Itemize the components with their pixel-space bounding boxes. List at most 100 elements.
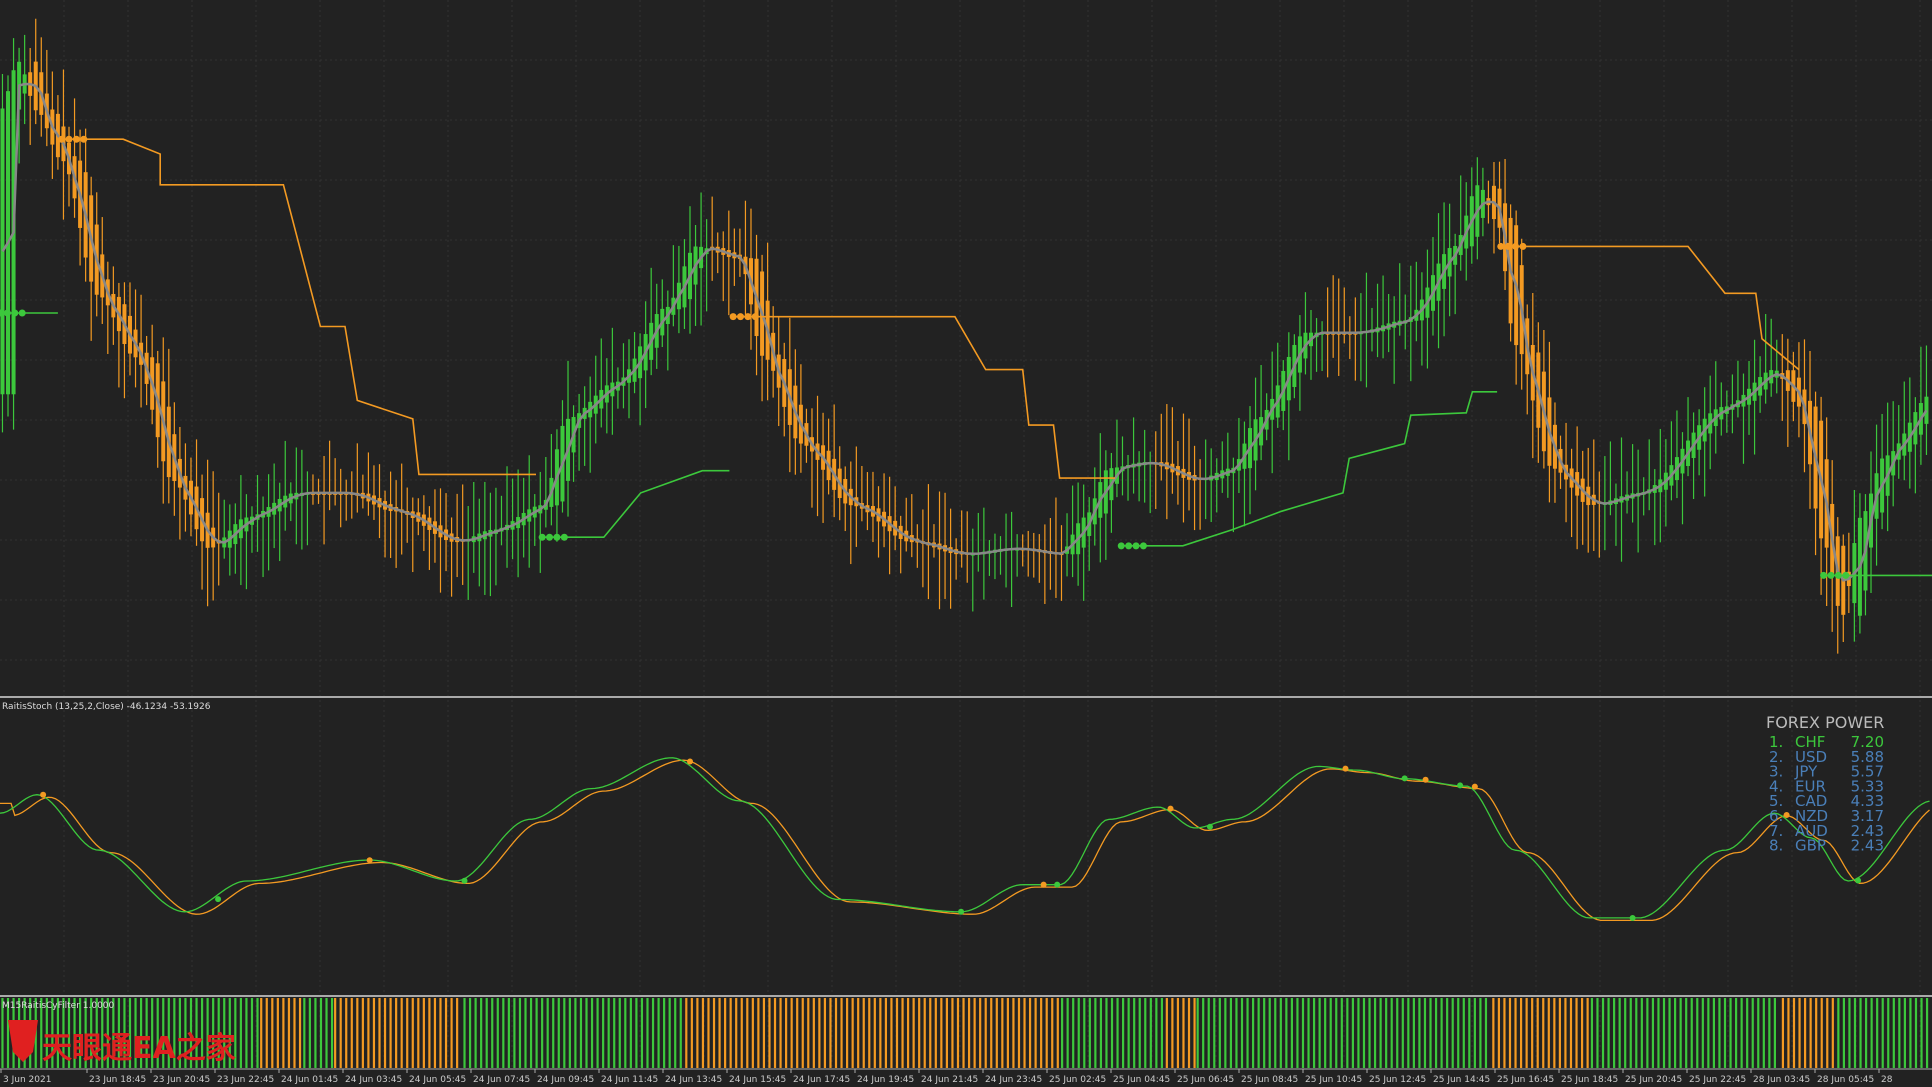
time-label: 24 Jun 03:45 [345, 1075, 402, 1085]
stop-dot [65, 135, 73, 143]
stop-dot [0, 309, 4, 317]
stop-dot [1117, 542, 1125, 550]
time-label: 25 Jun 06:45 [1177, 1075, 1234, 1085]
stop-dot [1842, 571, 1850, 579]
time-label: 23 Jun 18:45 [89, 1075, 146, 1085]
stoch-main [0, 757, 1930, 919]
stoch-label: RaitisStoch (13,25,2,Close) -46.1234 -53… [2, 702, 211, 712]
currency: CAD [1795, 792, 1827, 810]
stop-dot [72, 135, 80, 143]
cross-dot [1629, 914, 1636, 921]
watermark: 天眼通EA之家 [42, 1031, 236, 1066]
stop-line [733, 315, 1116, 479]
rank: 5. [1769, 792, 1783, 810]
time-label: 24 Jun 17:45 [793, 1075, 850, 1085]
time-label: 25 Jun 18:45 [1561, 1075, 1618, 1085]
time-label: 3 Jun 2021 [3, 1075, 51, 1085]
stop-dot [546, 533, 554, 541]
currency: USD [1795, 748, 1827, 766]
rank: 8. [1769, 837, 1783, 855]
stop-dot [1504, 242, 1512, 250]
time-label: 28 Jun 03:45 [1753, 1075, 1810, 1085]
time-label: 25 Jun 08:45 [1241, 1075, 1298, 1085]
stop-dot [1132, 542, 1140, 550]
time-label: 24 Jun 07:45 [473, 1075, 530, 1085]
cross-dot [215, 896, 222, 903]
stop-line [1500, 245, 1800, 371]
cross-dot [1457, 782, 1464, 789]
cross-dot [1401, 775, 1408, 782]
time-label: 28 [1881, 1075, 1893, 1085]
stop-line [542, 469, 730, 538]
stop-dot [58, 135, 66, 143]
stop-dot [18, 309, 26, 317]
rank: 2. [1769, 748, 1783, 766]
rank: 7. [1769, 822, 1783, 840]
currency: AUD [1795, 822, 1828, 840]
cross-dot [687, 758, 693, 765]
currency: GBP [1795, 837, 1826, 855]
cross-dot [366, 857, 373, 864]
currency: JPY [1794, 763, 1818, 781]
cross-dot [1054, 881, 1061, 888]
strength: 5.57 [1851, 763, 1884, 781]
cross-dot [1342, 765, 1349, 772]
stop-dot [560, 533, 568, 541]
filter-panel [1, 998, 1929, 1068]
time-label: 25 Jun 04:45 [1113, 1075, 1170, 1085]
forex-power-list: 1. CHF 7.20 2. USD 5.88 3. JPY 5.57 4. EUR 5.33 5. CA… [1769, 733, 1884, 855]
time-axis: 3 Jun 2021 23 Jun 18:45 23 Jun 20:45 23 Jun… [0, 1069, 1893, 1085]
time-label: 24 Jun 15:45 [729, 1075, 786, 1085]
stop-dot [1820, 571, 1828, 579]
strength: 2.43 [1851, 822, 1884, 840]
time-label: 23 Jun 22:45 [217, 1075, 274, 1085]
cross-dot [1855, 877, 1862, 884]
currency: EUR [1795, 777, 1826, 795]
time-label: 25 Jun 22:45 [1689, 1075, 1746, 1085]
time-label: 24 Jun 11:45 [601, 1075, 658, 1085]
stop-dot [1125, 542, 1133, 550]
time-label: 24 Jun 13:45 [665, 1075, 722, 1085]
time-label: 24 Jun 05:45 [409, 1075, 466, 1085]
stop-dot [3, 309, 11, 317]
time-label: 24 Jun 23:45 [985, 1075, 1042, 1085]
time-label: 25 Jun 14:45 [1433, 1075, 1490, 1085]
candle [0, 108, 5, 395]
time-label: 28 Jun 05:45 [1817, 1075, 1874, 1085]
cross-dot [461, 877, 468, 884]
time-label: 25 Jun 02:45 [1049, 1075, 1106, 1085]
stop-dot [744, 313, 752, 321]
stop-dot [553, 533, 561, 541]
stop-dot [751, 313, 759, 321]
rank: 6. [1769, 807, 1783, 825]
watermark-logo [8, 1020, 38, 1062]
strength: 4.33 [1851, 792, 1884, 810]
strength: 7.20 [1851, 733, 1884, 751]
cross-dot [1422, 776, 1429, 783]
cross-dot [1471, 783, 1478, 790]
filter-label: M15RaitisCyFilter 1.0000 [2, 1001, 115, 1011]
stop-line [1121, 391, 1498, 547]
rank: 1. [1769, 733, 1783, 751]
time-label: 25 Jun 20:45 [1625, 1075, 1682, 1085]
stochastic-panel [0, 757, 1930, 922]
stop-dot [729, 313, 737, 321]
time-label: 25 Jun 16:45 [1497, 1075, 1554, 1085]
currency: NZD [1795, 807, 1828, 825]
cross-dot [1040, 881, 1047, 888]
price-panel [0, 18, 1932, 654]
strength: 2.43 [1851, 837, 1884, 855]
stop-dot [737, 313, 745, 321]
forex-power-title: FOREX POWER [1766, 713, 1884, 732]
cross-dot [40, 791, 47, 798]
time-label: 24 Jun 21:45 [921, 1075, 978, 1085]
stoch-signal [0, 759, 1930, 922]
rank: 3. [1769, 763, 1783, 781]
stop-line [61, 138, 536, 476]
strength: 3.17 [1851, 807, 1884, 825]
strength: 5.33 [1851, 777, 1884, 795]
cross-dot [1783, 812, 1790, 819]
rank: 4. [1769, 777, 1783, 795]
